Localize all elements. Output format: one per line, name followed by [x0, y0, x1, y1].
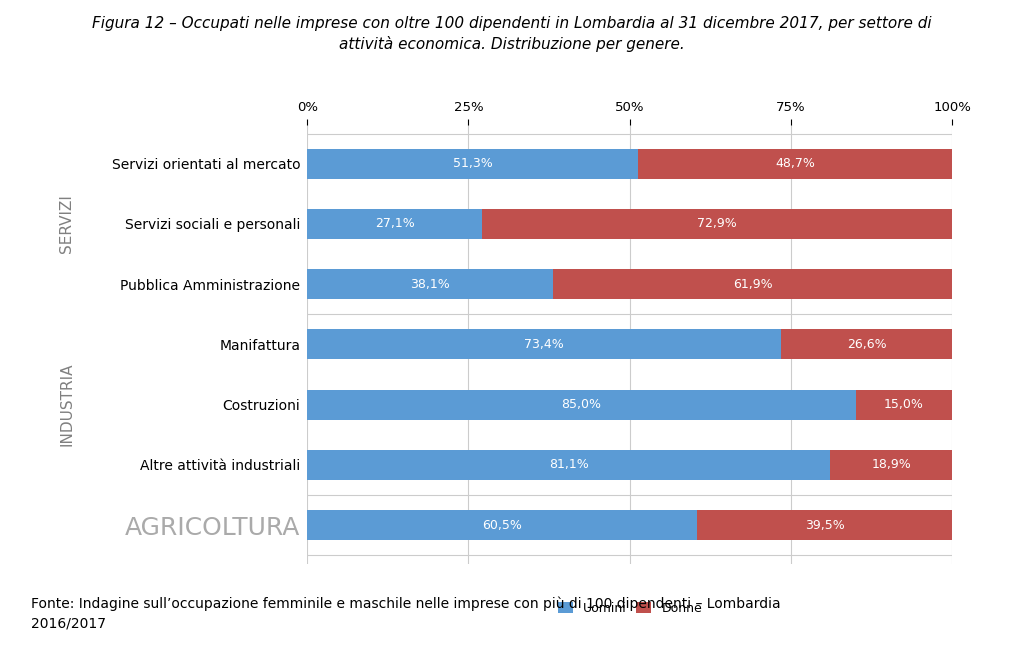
Text: 39,5%: 39,5%	[805, 518, 845, 531]
Text: 73,4%: 73,4%	[524, 338, 564, 351]
Text: 61,9%: 61,9%	[733, 277, 772, 291]
Text: 85,0%: 85,0%	[561, 398, 601, 411]
Text: Fonte: Indagine sull’occupazione femminile e maschile nelle imprese con più di 1: Fonte: Indagine sull’occupazione femmini…	[31, 597, 780, 631]
Bar	[553, 269, 952, 299]
Text: 48,7%: 48,7%	[775, 157, 815, 171]
Bar	[307, 269, 553, 299]
Text: 60,5%: 60,5%	[482, 518, 522, 531]
Text: SERVIZI: SERVIZI	[59, 195, 74, 253]
Bar	[307, 450, 830, 480]
Bar	[780, 329, 952, 359]
Text: 27,1%: 27,1%	[375, 218, 415, 230]
Text: INDUSTRIA: INDUSTRIA	[59, 363, 74, 446]
Bar	[482, 209, 952, 239]
Text: 18,9%: 18,9%	[871, 459, 911, 471]
Bar	[638, 149, 952, 179]
Text: 15,0%: 15,0%	[884, 398, 924, 411]
Text: 51,3%: 51,3%	[453, 157, 493, 171]
Bar	[307, 149, 638, 179]
Bar	[697, 510, 952, 540]
Bar	[855, 390, 952, 420]
Text: 26,6%: 26,6%	[847, 338, 887, 351]
Text: 81,1%: 81,1%	[549, 459, 589, 471]
Bar	[307, 390, 855, 420]
Text: 38,1%: 38,1%	[411, 277, 450, 291]
Text: Figura 12 – Occupati nelle imprese con oltre 100 dipendenti in Lombardia al 31 d: Figura 12 – Occupati nelle imprese con o…	[92, 16, 932, 31]
Legend: Uomini, Donne: Uomini, Donne	[553, 597, 707, 620]
Bar	[307, 510, 697, 540]
Bar	[307, 209, 482, 239]
Text: attività economica. Distribuzione per genere.: attività economica. Distribuzione per ge…	[339, 36, 685, 52]
Text: 72,9%: 72,9%	[697, 218, 737, 230]
Bar	[307, 329, 780, 359]
Bar	[830, 450, 952, 480]
